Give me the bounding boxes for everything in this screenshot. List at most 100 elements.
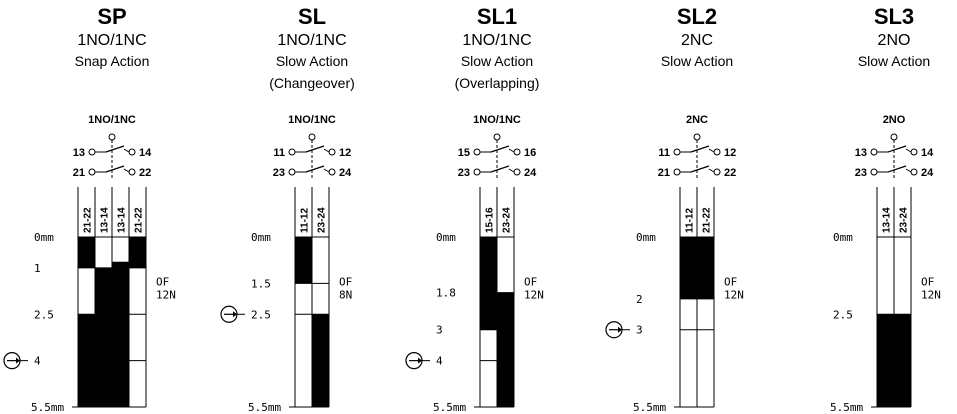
terminal-circle — [88, 168, 96, 176]
terminal-circle — [288, 168, 296, 176]
unit-action-type: (Changeover) — [269, 75, 355, 91]
contact-symbol: 1NO/1NC 11 12 23 24 — [273, 114, 352, 180]
contact-lead — [905, 148, 912, 153]
unit-action: Snap Action — [75, 53, 150, 69]
terminal-circle — [288, 148, 296, 156]
unit-action: Slow Action — [858, 53, 930, 69]
terminal-label: 15 — [458, 147, 470, 159]
contact-blade — [690, 145, 710, 153]
force-n-label: 12N — [724, 288, 744, 301]
terminal-circle — [713, 148, 721, 156]
contact-blade — [105, 165, 125, 173]
unit-sl3: SL3 2NO Slow Action 2NO 13 14 23 24 13-14 23-24 0m… — [830, 4, 941, 414]
unit-code: SL2 — [677, 4, 717, 29]
travel-tick-label: 2 — [636, 293, 643, 306]
column-label: 11-12 — [300, 208, 311, 233]
travel-tick-label: 2.5 — [251, 308, 271, 321]
travel-tick-label: 3 — [436, 324, 443, 337]
terminal-label: 12 — [724, 147, 736, 159]
travel-tick-label: 4 — [34, 355, 41, 368]
actuator-pivot — [108, 133, 116, 141]
travel-tick-label: 1 — [34, 262, 41, 275]
unit-sl1: SL1 1NO/1NC Slow Action (Overlapping) 1NO/1N… — [405, 4, 544, 414]
unit-action-type: (Overlapping) — [455, 75, 540, 91]
contact-lead — [708, 148, 715, 153]
force-n-label: 12N — [156, 288, 176, 301]
column-label: 21-22 — [134, 207, 145, 233]
unit-contacts: 1NO/1NC — [462, 32, 531, 49]
unit-contacts: 1NO/1NC — [277, 32, 346, 49]
terminal-label: 24 — [339, 167, 352, 179]
contact-symbol: 1NO/1NC 13 14 21 22 — [73, 114, 152, 180]
contact-symbol: 2NC 11 12 21 22 — [658, 114, 736, 180]
terminal-circle — [673, 168, 681, 176]
contact-closed-bar — [129, 237, 146, 268]
travel-bottom-label: 5.5mm — [248, 401, 281, 414]
terminal-circle — [713, 168, 721, 176]
travel-tick-label: 3 — [636, 324, 643, 337]
force-of-label: OF — [156, 275, 169, 288]
travel-tick-label: 1.8 — [436, 287, 456, 300]
terminal-circle — [513, 148, 521, 156]
terminal-label: 11 — [658, 147, 670, 159]
terminal-label: 13 — [73, 147, 85, 159]
contact-symbol: 2NO 13 14 23 24 — [855, 114, 934, 180]
force-n-label: 12N — [524, 288, 544, 301]
unit-sl2: SL2 2NC Slow Action 2NC 11 12 21 22 11-12 21-22 0m… — [605, 4, 744, 414]
terminal-label: 24 — [921, 167, 934, 179]
column-label: 21-22 — [83, 207, 94, 233]
column-label: 11-12 — [685, 208, 696, 233]
unit-action: Slow Action — [461, 53, 533, 69]
terminal-label: 13 — [855, 147, 867, 159]
terminal-circle — [910, 148, 918, 156]
terminal-label: 11 — [273, 147, 285, 159]
terminal-circle — [513, 168, 521, 176]
terminal-circle — [328, 168, 336, 176]
column-label: 15-16 — [485, 207, 496, 233]
travel-tick-label: 2.5 — [833, 308, 853, 321]
terminal-label: 16 — [524, 147, 536, 159]
column-label: 13-14 — [882, 207, 893, 233]
terminal-label: 22 — [139, 167, 151, 179]
contact-blade — [305, 145, 325, 153]
terminal-label: 14 — [921, 147, 934, 159]
unit-code: SL3 — [874, 4, 914, 29]
terminal-label: 23 — [855, 167, 867, 179]
column-label: 21-22 — [702, 207, 713, 233]
actuator-pivot — [493, 133, 501, 141]
terminal-label: 12 — [339, 147, 351, 159]
positive-opening-icon-head — [16, 357, 20, 364]
contact-closed-bar — [480, 237, 497, 330]
column-label: 23-24 — [502, 207, 513, 233]
contact-closed-bar — [312, 314, 329, 407]
unit-action: Slow Action — [276, 53, 348, 69]
contact-lead — [708, 168, 715, 173]
column-label: 13-14 — [117, 207, 128, 233]
terminal-label: 24 — [524, 167, 537, 179]
symbol-label: 1NO/1NC — [288, 114, 336, 126]
contact-blade — [305, 165, 325, 173]
symbol-label: 1NO/1NC — [473, 114, 521, 126]
contact-lead — [123, 148, 130, 153]
contact-symbol: 1NO/1NC 15 16 23 24 — [458, 114, 537, 180]
unit-code: SL — [298, 4, 326, 29]
travel-tick-label: 0mm — [34, 231, 54, 244]
terminal-circle — [870, 168, 878, 176]
contact-closed-bar — [295, 237, 312, 284]
travel-bottom-label: 5.5mm — [830, 401, 863, 414]
contact-lead — [508, 168, 515, 173]
contact-blade — [887, 145, 907, 153]
contact-blade — [490, 145, 510, 153]
contact-lead — [905, 168, 912, 173]
terminal-circle — [128, 168, 136, 176]
travel-bottom-label: 5.5mm — [433, 401, 466, 414]
force-of-label: OF — [339, 275, 352, 288]
terminal-label: 21 — [73, 167, 85, 179]
terminal-circle — [473, 148, 481, 156]
terminal-circle — [128, 148, 136, 156]
terminal-label: 23 — [273, 167, 285, 179]
